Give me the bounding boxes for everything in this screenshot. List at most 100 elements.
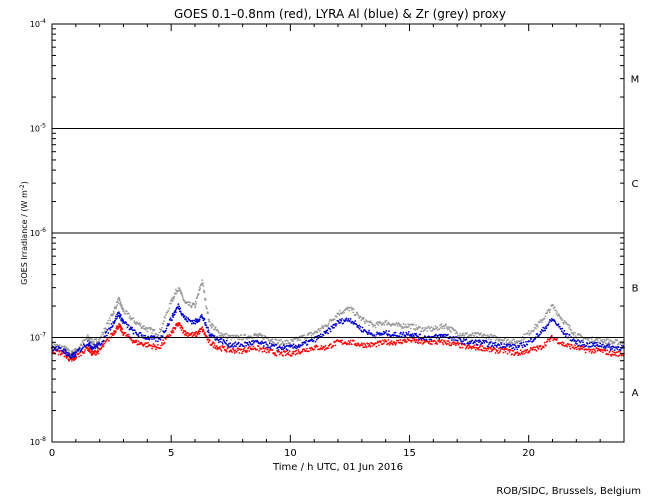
data-point	[415, 332, 417, 335]
data-point	[582, 346, 585, 349]
data-point	[111, 324, 114, 327]
data-point	[236, 334, 239, 337]
data-point	[611, 340, 614, 343]
data-point	[65, 346, 68, 349]
data-point	[294, 346, 296, 349]
data-point	[507, 338, 509, 341]
data-point	[68, 349, 71, 352]
data-point	[287, 352, 290, 354]
data-point	[217, 330, 220, 333]
data-point	[488, 350, 491, 353]
data-point	[378, 332, 380, 334]
data-point	[294, 344, 297, 347]
data-point	[137, 333, 140, 336]
data-point	[459, 338, 462, 341]
data-point	[449, 326, 452, 329]
data-point	[456, 342, 459, 344]
data-point	[449, 342, 451, 344]
data-point	[619, 351, 621, 353]
data-point	[522, 341, 525, 344]
data-point	[275, 354, 278, 357]
data-point	[544, 329, 547, 332]
data-point	[366, 333, 369, 336]
data-point	[194, 305, 197, 307]
data-point	[326, 329, 329, 332]
data-point	[151, 345, 154, 348]
data-point	[203, 318, 206, 321]
data-point	[144, 334, 147, 337]
data-point	[451, 326, 453, 329]
data-point	[364, 322, 366, 325]
data-point	[566, 345, 568, 348]
data-point	[225, 333, 228, 335]
data-point	[578, 344, 580, 347]
data-point	[245, 344, 247, 347]
data-point	[475, 332, 478, 334]
data-point	[560, 316, 562, 319]
data-point	[308, 333, 310, 336]
data-point	[221, 341, 224, 344]
data-point	[223, 345, 226, 348]
data-point	[385, 340, 388, 343]
data-point	[609, 339, 612, 341]
data-point	[179, 310, 182, 313]
data-point	[117, 302, 120, 304]
data-point	[364, 345, 367, 347]
data-point	[202, 330, 205, 332]
data-point	[200, 328, 203, 330]
data-point	[445, 343, 448, 346]
data-point	[454, 329, 457, 331]
data-point	[285, 342, 288, 345]
data-point	[206, 308, 208, 310]
data-point	[339, 318, 341, 321]
data-point	[481, 345, 484, 347]
data-point	[357, 315, 360, 317]
data-point	[189, 301, 192, 304]
data-point	[357, 326, 360, 329]
data-point	[588, 342, 591, 345]
data-point	[213, 328, 216, 331]
data-point	[554, 320, 556, 323]
data-point	[561, 327, 564, 330]
data-point	[404, 326, 406, 328]
data-point	[494, 352, 497, 354]
data-point	[543, 346, 545, 349]
data-point	[474, 341, 476, 344]
data-point	[349, 341, 351, 344]
data-point	[389, 323, 392, 326]
data-point	[480, 343, 482, 345]
data-point	[106, 329, 109, 331]
data-point	[395, 334, 398, 337]
data-point	[448, 327, 451, 330]
data-point	[282, 348, 284, 351]
data-point	[271, 349, 274, 351]
data-point	[163, 341, 166, 344]
data-point	[402, 331, 405, 334]
data-point	[453, 339, 455, 341]
data-point	[375, 345, 378, 348]
data-point	[513, 338, 515, 341]
data-point	[411, 335, 413, 338]
data-point	[419, 341, 422, 344]
data-point	[165, 329, 167, 332]
data-point	[291, 352, 294, 355]
y-tick-exponent: -5	[40, 123, 46, 130]
data-point	[372, 325, 374, 328]
data-point	[561, 318, 564, 321]
data-point	[446, 340, 449, 342]
data-point	[150, 344, 153, 347]
data-point	[452, 327, 455, 330]
data-point	[594, 351, 597, 353]
data-point	[249, 345, 251, 348]
data-point	[535, 349, 538, 352]
data-point	[541, 347, 543, 350]
data-point	[233, 342, 236, 345]
data-point	[537, 348, 540, 350]
data-point	[347, 318, 350, 320]
data-point	[207, 312, 210, 315]
data-point	[102, 345, 105, 348]
data-point	[522, 338, 525, 341]
data-point	[69, 354, 71, 357]
data-point	[243, 347, 246, 349]
data-point	[609, 347, 611, 349]
